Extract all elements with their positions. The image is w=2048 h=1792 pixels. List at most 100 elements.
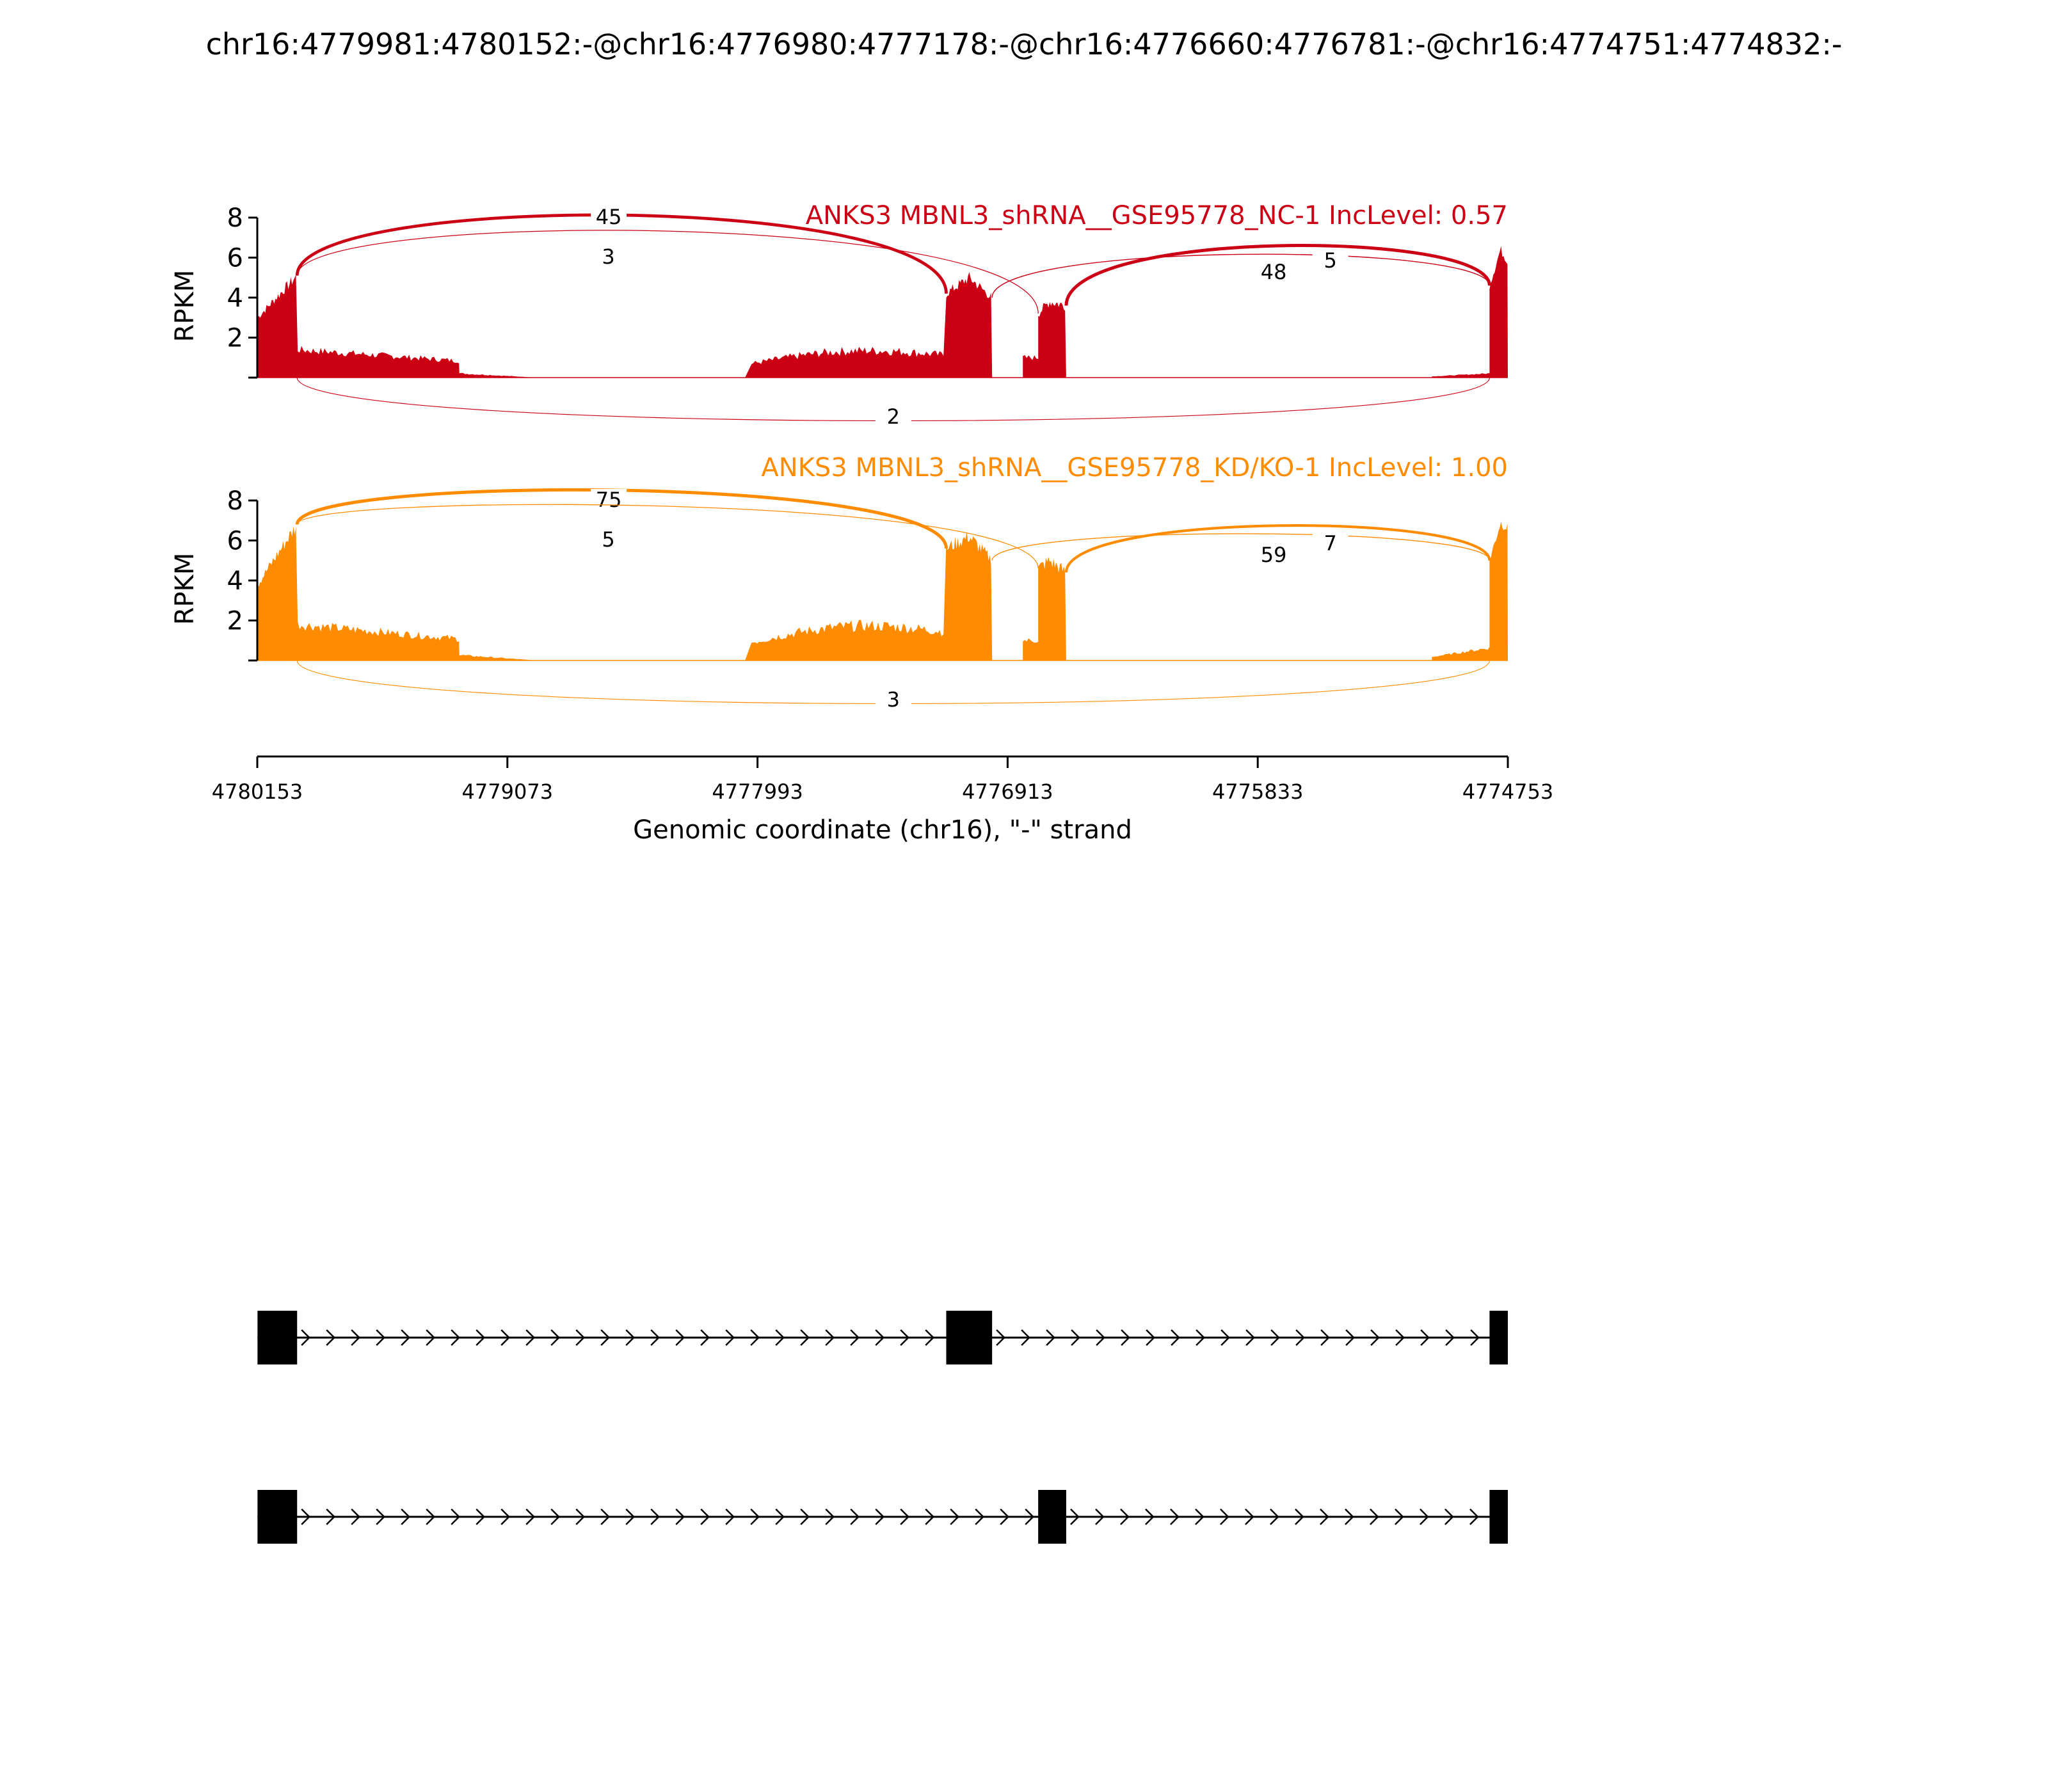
track-nc-ylabel: RPKM <box>170 270 200 342</box>
strand-chevron <box>750 1508 760 1525</box>
track-kd-title: ANKS3 MBNL3_shRNA__GSE95778_KD/KO-1 IncL… <box>761 453 1508 483</box>
strand-chevron <box>1245 1329 1255 1346</box>
track-kd-ylabel: RPKM <box>170 553 200 625</box>
strand-chevron <box>1295 1508 1304 1525</box>
strand-chevron <box>650 1508 660 1525</box>
strand-chevron <box>1145 1508 1155 1525</box>
x-axis-ticks: 4780153 4779073 4777993 4776913 4775833 47747… <box>212 756 1553 804</box>
strand-chevron <box>825 1508 835 1525</box>
strand-chevron <box>900 1329 910 1346</box>
strand-chevron <box>1096 1329 1105 1346</box>
strand-chevron <box>625 1508 636 1525</box>
strand-chevron <box>1295 1329 1305 1346</box>
track-nc: 45 3 5 48 2 2 4 6 8 ANKS3 MBNL3_shRNA__GSE95778… <box>170 201 1508 429</box>
strand-chevron <box>996 1329 1005 1346</box>
strand-chevron <box>301 1508 311 1525</box>
strand-chevron <box>1120 1508 1130 1525</box>
strand-chevron <box>800 1508 810 1525</box>
strand-chevron <box>600 1329 611 1346</box>
x-axis-tick-label: 4776913 <box>962 780 1053 804</box>
exon-block <box>1489 1311 1508 1364</box>
strand-chevron <box>775 1329 785 1346</box>
strand-chevron <box>575 1508 586 1525</box>
strand-chevron <box>1220 1329 1230 1346</box>
strand-chevron <box>301 1329 311 1346</box>
strand-chevron <box>1070 1508 1080 1525</box>
strand-chevron <box>700 1329 710 1346</box>
y-axis-tick-label: 2 <box>227 324 243 353</box>
exon-block <box>1489 1490 1508 1544</box>
strand-chevron <box>725 1508 735 1525</box>
strand-chevron <box>825 1329 835 1346</box>
junction-label-bg <box>590 246 627 269</box>
strand-chevron <box>875 1329 885 1346</box>
strand-chevron <box>1025 1508 1035 1525</box>
y-axis-tick-label: 6 <box>227 244 243 273</box>
strand-chevron <box>1245 1508 1254 1525</box>
junction-count-label: 2 <box>887 404 900 429</box>
junction-count-label: 75 <box>596 488 622 512</box>
x-axis-tick-label: 4775833 <box>1212 780 1304 804</box>
strand-chevron <box>725 1329 735 1346</box>
isoform-row <box>257 1311 1508 1364</box>
strand-chevron <box>1095 1508 1105 1525</box>
x-axis-tick-label: 4779073 <box>462 780 554 804</box>
junction-arc <box>296 230 1039 314</box>
strand-chevron <box>451 1508 461 1525</box>
strand-chevron <box>451 1329 461 1346</box>
strand-chevron <box>1470 1329 1480 1346</box>
strand-chevron <box>675 1508 685 1525</box>
strand-chevron <box>700 1508 710 1525</box>
coverage-area <box>257 246 1508 378</box>
x-axis: 4780153 4779073 4777993 4776913 4775833 47747… <box>212 755 1553 845</box>
strand-chevron <box>401 1329 411 1346</box>
strand-chevron <box>1195 1508 1204 1525</box>
strand-chevron <box>376 1508 386 1525</box>
strand-chevron <box>326 1508 336 1525</box>
track-kd-junctions: 75 5 7 59 3 <box>295 488 1491 712</box>
strand-chevron <box>1469 1508 1479 1525</box>
strand-chevron <box>1270 1508 1279 1525</box>
strand-chevron <box>925 1508 935 1525</box>
junction-count-label: 45 <box>596 205 622 229</box>
strand-chevron <box>850 1329 860 1346</box>
strand-chevron <box>426 1329 436 1346</box>
strand-chevron <box>1270 1329 1280 1346</box>
strand-chevron <box>1370 1329 1380 1346</box>
junction-count-label: 59 <box>1261 543 1287 567</box>
y-axis-tick-label: 8 <box>227 486 243 516</box>
track-kd: 75 5 7 59 3 2 4 6 8 ANKS3 MBNL3_shRNA__GSE95778… <box>170 453 1508 712</box>
strand-chevron <box>401 1508 411 1525</box>
strand-chevron <box>650 1329 660 1346</box>
strand-chevron <box>1071 1329 1080 1346</box>
strand-chevron <box>476 1329 486 1346</box>
junction-label-bg <box>875 689 911 712</box>
strand-chevron <box>1196 1329 1205 1346</box>
strand-chevron <box>1370 1508 1379 1525</box>
junction-label-bg <box>591 206 627 229</box>
strand-chevron <box>1171 1329 1180 1346</box>
strand-chevron <box>351 1508 361 1525</box>
track-nc-coverage <box>257 246 1508 378</box>
strand-chevron <box>1170 1508 1180 1525</box>
strand-chevron <box>1445 1329 1455 1346</box>
junction-count-label: 5 <box>602 527 614 552</box>
x-axis-label: Genomic coordinate (chr16), "-" strand <box>633 815 1132 845</box>
strand-chevron <box>600 1508 611 1525</box>
strand-chevron <box>575 1329 586 1346</box>
strand-chevron <box>1420 1508 1429 1525</box>
strand-chevron <box>550 1329 561 1346</box>
junction-arc <box>991 253 1491 298</box>
strand-chevron <box>1395 1329 1405 1346</box>
strand-chevron <box>775 1508 785 1525</box>
strand-chevron <box>476 1508 486 1525</box>
isoform-row <box>257 1490 1508 1544</box>
strand-chevron <box>525 1329 536 1346</box>
strand-chevron <box>675 1329 685 1346</box>
y-axis-tick-label: 4 <box>227 284 243 313</box>
track-nc-junctions: 45 3 5 48 2 <box>295 205 1491 429</box>
strand-chevron <box>500 1329 511 1346</box>
strand-chevron <box>950 1508 960 1525</box>
junction-count-label: 48 <box>1261 260 1287 284</box>
